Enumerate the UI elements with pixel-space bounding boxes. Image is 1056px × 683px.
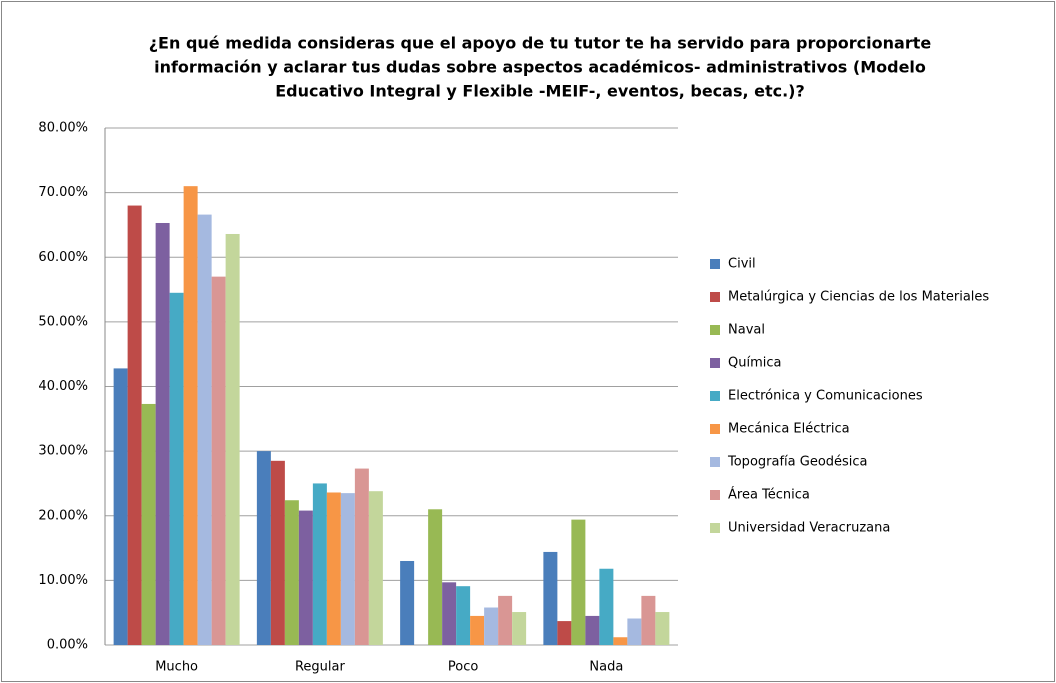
bar bbox=[197, 214, 212, 645]
bar bbox=[326, 492, 341, 645]
bar bbox=[543, 551, 558, 645]
y-tick-label: 0.00% bbox=[47, 638, 88, 653]
bar bbox=[470, 615, 485, 645]
bar bbox=[484, 607, 499, 645]
legend-swatch bbox=[710, 292, 720, 302]
legend-label: Química bbox=[728, 356, 781, 371]
legend-swatch bbox=[710, 358, 720, 368]
legend-label: Universidad Veracruzana bbox=[728, 521, 890, 536]
legend-label: Topografía Geodésica bbox=[727, 455, 868, 470]
bar bbox=[641, 595, 656, 645]
bar bbox=[585, 615, 600, 645]
y-tick-label: 40.00% bbox=[38, 379, 88, 394]
bar bbox=[442, 582, 457, 645]
legend-swatch bbox=[710, 259, 720, 269]
bar bbox=[456, 586, 471, 645]
legend-swatch bbox=[710, 490, 720, 500]
bar bbox=[225, 233, 240, 646]
bar bbox=[270, 460, 285, 645]
bar bbox=[368, 491, 383, 645]
bar bbox=[613, 637, 628, 645]
x-tick-label: Poco bbox=[448, 660, 478, 675]
chart-title: información y aclarar tus dudas sobre as… bbox=[154, 58, 926, 77]
x-tick-label: Nada bbox=[589, 660, 623, 675]
bar bbox=[256, 451, 271, 645]
bar bbox=[400, 560, 415, 645]
chart-title: ¿En qué medida consideras que el apoyo d… bbox=[149, 34, 932, 53]
bar bbox=[169, 292, 184, 645]
bar bbox=[512, 612, 527, 645]
bar bbox=[113, 368, 128, 645]
legend-swatch bbox=[710, 325, 720, 335]
legend-swatch bbox=[710, 424, 720, 434]
bar bbox=[284, 500, 299, 645]
bar bbox=[557, 621, 572, 645]
bar bbox=[340, 493, 355, 645]
legend-swatch bbox=[710, 391, 720, 401]
bar bbox=[298, 510, 313, 645]
bar bbox=[183, 186, 198, 645]
y-tick-label: 30.00% bbox=[38, 444, 88, 459]
bar bbox=[599, 568, 614, 645]
y-tick-label: 70.00% bbox=[38, 185, 88, 200]
y-tick-label: 60.00% bbox=[38, 250, 88, 265]
legend-label: Civil bbox=[728, 257, 756, 272]
bar bbox=[141, 403, 156, 645]
x-tick-label: Regular bbox=[295, 660, 346, 675]
bar bbox=[428, 509, 443, 645]
bar bbox=[312, 483, 327, 645]
bar bbox=[127, 205, 142, 646]
legend-label: Electrónica y Comunicaciones bbox=[728, 389, 923, 404]
bar bbox=[211, 276, 226, 645]
legend-label: Metalúrgica y Ciencias de los Materiales bbox=[728, 290, 989, 305]
bar bbox=[655, 612, 670, 645]
y-tick-label: 80.00% bbox=[38, 121, 88, 136]
legend-label: Naval bbox=[728, 323, 765, 338]
legend-label: Mecánica Eléctrica bbox=[728, 422, 850, 437]
legend-label: Área Técnica bbox=[728, 487, 810, 503]
chart-title: Educativo Integral y Flexible -MEIF-, ev… bbox=[275, 82, 805, 101]
legend-swatch bbox=[710, 523, 720, 533]
bar bbox=[571, 519, 586, 645]
bar bbox=[354, 468, 369, 645]
bar bbox=[627, 618, 642, 645]
bar bbox=[498, 595, 513, 645]
y-tick-label: 50.00% bbox=[38, 314, 88, 329]
y-tick-label: 10.00% bbox=[38, 573, 88, 588]
x-tick-label: Mucho bbox=[155, 660, 198, 675]
legend-swatch bbox=[710, 457, 720, 467]
y-tick-label: 20.00% bbox=[38, 508, 88, 523]
bar bbox=[155, 222, 170, 645]
